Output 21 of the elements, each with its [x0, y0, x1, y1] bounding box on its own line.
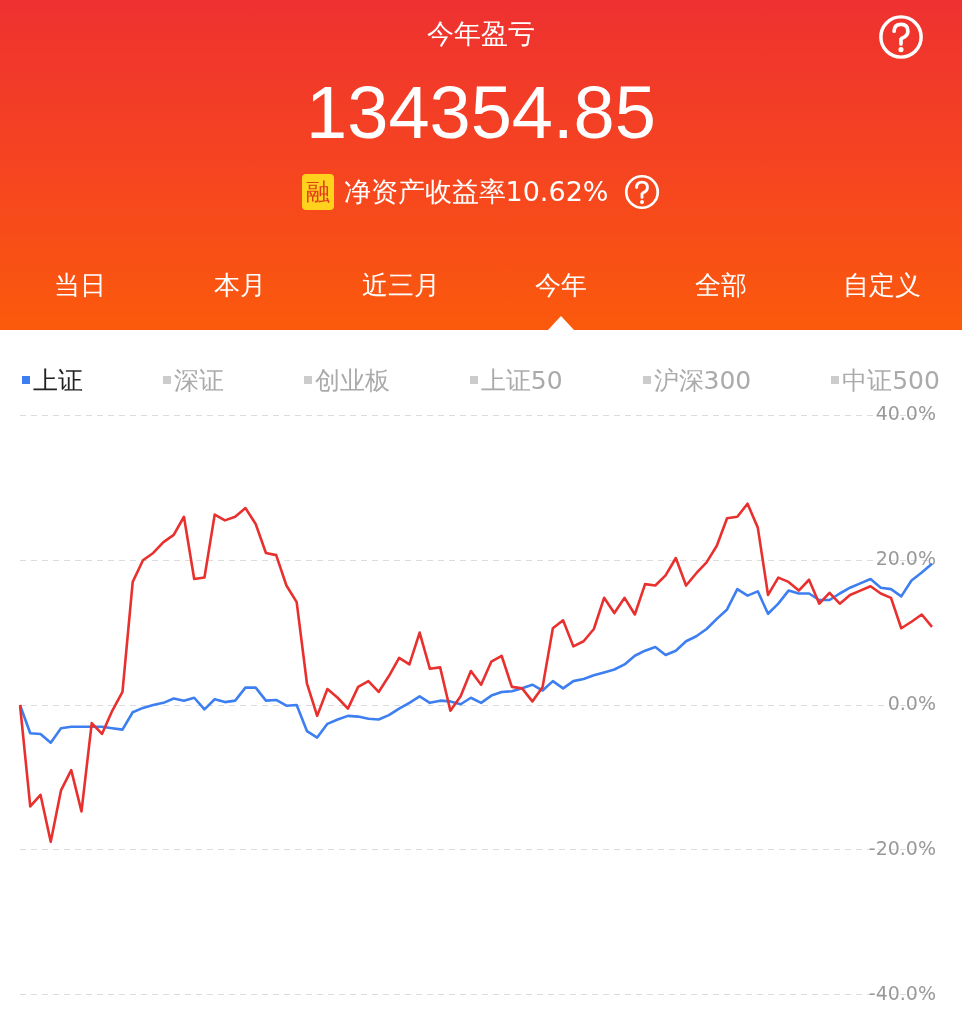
text: 沪深300 — [652, 364, 752, 397]
chart-subtitle: 134354.85 — [305, 70, 657, 155]
text: 深证 — [172, 364, 224, 397]
y-tick-label: -40.0% — [868, 981, 936, 1004]
y-tick-label: 40.0% — [875, 402, 936, 425]
text: 自定义 — [841, 269, 922, 302]
y-tick-label: -20.0% — [868, 836, 936, 859]
text: 当日 — [53, 269, 108, 302]
text: 融 — [301, 174, 334, 210]
y-tick-label: 20.0% — [875, 547, 936, 570]
chart-title: 今年盈亏 — [426, 17, 536, 51]
y-tick-label: 0.0% — [887, 691, 936, 714]
text: 创业板 — [313, 364, 390, 397]
text: 今年 — [534, 269, 589, 302]
text: 本月 — [213, 269, 268, 302]
text: 中证500 — [841, 364, 940, 397]
text: 近三月 — [360, 269, 441, 302]
text: 净资产收益率10.62% — [343, 175, 609, 209]
text: 上证50 — [479, 364, 563, 397]
text: 全部 — [694, 269, 749, 302]
legend-label: 上证 — [32, 364, 83, 397]
